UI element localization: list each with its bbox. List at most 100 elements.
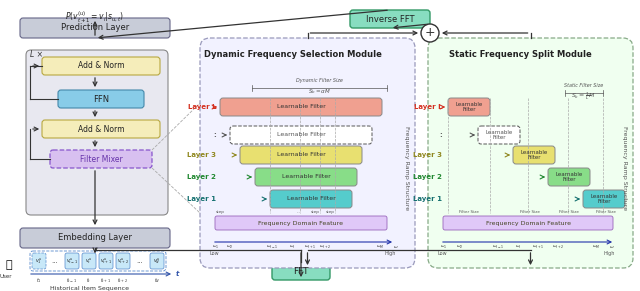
Text: $S_b = \alpha M$: $S_b = \alpha M$ — [308, 87, 331, 96]
FancyBboxPatch shape — [65, 253, 79, 269]
Text: step: step — [310, 210, 319, 214]
Text: ...: ... — [52, 258, 58, 264]
Text: $v_t^u$: $v_t^u$ — [86, 256, 93, 266]
Text: Inverse FFT: Inverse FFT — [365, 15, 414, 24]
Text: $t_1$: $t_1$ — [36, 276, 42, 285]
Text: Add & Norm: Add & Norm — [77, 125, 124, 134]
Text: :: : — [439, 132, 442, 138]
Text: Frequency Domain Feature: Frequency Domain Feature — [259, 221, 344, 226]
Text: Layer 3: Layer 3 — [187, 152, 216, 158]
FancyBboxPatch shape — [58, 90, 144, 108]
Text: Learnable
Filter: Learnable Filter — [556, 172, 582, 182]
Text: Filter Size: Filter Size — [559, 210, 579, 214]
Text: step: step — [326, 210, 335, 214]
Text: step: step — [216, 210, 225, 214]
Text: $v_{t+1}^u$: $v_{t+1}^u$ — [100, 256, 112, 266]
FancyBboxPatch shape — [513, 146, 555, 164]
Text: :: : — [213, 132, 216, 138]
Text: $\omega_i$: $\omega_i$ — [515, 244, 521, 251]
Text: Learnable
Filter: Learnable Filter — [456, 102, 483, 112]
Text: Low: Low — [437, 251, 447, 256]
Text: ...: ... — [136, 258, 143, 264]
FancyBboxPatch shape — [478, 126, 520, 144]
Text: Learnable
Filter: Learnable Filter — [485, 129, 513, 140]
Text: $t_N$: $t_N$ — [154, 276, 160, 285]
FancyBboxPatch shape — [42, 57, 160, 75]
Text: Dynamic Frequency Selection Module: Dynamic Frequency Selection Module — [204, 50, 381, 59]
Text: $\omega_{i-1}$: $\omega_{i-1}$ — [266, 244, 278, 251]
Text: $v_{t+2}^u$: $v_{t+2}^u$ — [117, 256, 129, 266]
Text: $\omega_i$: $\omega_i$ — [289, 244, 295, 251]
Circle shape — [421, 24, 439, 42]
Text: Learnable Filter: Learnable Filter — [282, 175, 330, 180]
Text: High: High — [384, 251, 396, 256]
Text: Layer 1: Layer 1 — [413, 196, 442, 202]
Text: FFN: FFN — [93, 95, 109, 104]
Text: Historical Item Sequence: Historical Item Sequence — [51, 286, 129, 291]
FancyBboxPatch shape — [350, 10, 430, 28]
FancyBboxPatch shape — [20, 18, 170, 38]
Text: $\omega_1$: $\omega_1$ — [440, 244, 447, 251]
FancyBboxPatch shape — [428, 38, 633, 268]
Text: $\omega_{i+1}$: $\omega_{i+1}$ — [532, 244, 544, 251]
FancyBboxPatch shape — [215, 216, 387, 230]
FancyBboxPatch shape — [82, 253, 96, 269]
Text: t: t — [176, 271, 179, 277]
Text: $S_k = \frac{1}{L}M$: $S_k = \frac{1}{L}M$ — [572, 90, 596, 102]
Text: $P(v_{t+1}^{(u)}=v_i|s_{u,t})$: $P(v_{t+1}^{(u)}=v_i|s_{u,t})$ — [65, 10, 125, 25]
Text: $\omega_2$: $\omega_2$ — [456, 244, 463, 251]
Text: $v_{t-1}^u$: $v_{t-1}^u$ — [66, 256, 78, 266]
FancyBboxPatch shape — [220, 98, 382, 116]
Text: $\omega$: $\omega$ — [609, 244, 615, 250]
FancyBboxPatch shape — [272, 262, 330, 280]
Text: +: + — [425, 26, 435, 40]
Text: Frequency Domain Feature: Frequency Domain Feature — [486, 221, 570, 226]
Text: $\omega_{i+2}$: $\omega_{i+2}$ — [319, 244, 331, 251]
FancyBboxPatch shape — [99, 253, 113, 269]
FancyBboxPatch shape — [583, 190, 625, 208]
Text: $v_N^u$: $v_N^u$ — [154, 256, 161, 266]
Text: $t_{t+1}$: $t_{t+1}$ — [100, 276, 111, 285]
Text: ...: ... — [296, 210, 300, 214]
Text: Learnable
Filter: Learnable Filter — [520, 150, 548, 160]
Text: $\omega_M$: $\omega_M$ — [376, 244, 384, 251]
Text: $\omega_1$: $\omega_1$ — [212, 244, 220, 251]
Text: Layer L: Layer L — [413, 104, 442, 110]
FancyBboxPatch shape — [50, 150, 152, 168]
Text: $v_1^u$: $v_1^u$ — [35, 256, 42, 266]
Text: Dynamic Filter Size: Dynamic Filter Size — [296, 78, 343, 83]
Text: L ×: L × — [30, 50, 43, 59]
Text: Frequency Ramp Structure: Frequency Ramp Structure — [623, 126, 627, 210]
FancyBboxPatch shape — [20, 228, 170, 248]
FancyBboxPatch shape — [240, 146, 362, 164]
Text: High: High — [604, 251, 614, 256]
Text: Add & Norm: Add & Norm — [77, 61, 124, 70]
Text: $\omega_{i+2}$: $\omega_{i+2}$ — [552, 244, 564, 251]
Text: Layer 2: Layer 2 — [187, 174, 216, 180]
Text: $\omega_M$: $\omega_M$ — [592, 244, 600, 251]
Text: Learnable Filter: Learnable Filter — [287, 196, 335, 201]
Text: 👤: 👤 — [5, 260, 12, 270]
Text: Layer 1: Layer 1 — [187, 196, 216, 202]
Text: Layer 2: Layer 2 — [413, 174, 442, 180]
FancyBboxPatch shape — [255, 168, 357, 186]
Text: Learnable
Filter: Learnable Filter — [590, 194, 618, 204]
Text: Filter Mixer: Filter Mixer — [79, 155, 122, 164]
FancyBboxPatch shape — [200, 38, 415, 268]
Text: Filter Size: Filter Size — [520, 210, 540, 214]
Text: FFT: FFT — [293, 267, 308, 276]
Text: Filter Size: Filter Size — [459, 210, 479, 214]
Text: Prediction Layer: Prediction Layer — [61, 24, 129, 33]
Text: Static Filter Size: Static Filter Size — [564, 83, 604, 88]
Text: Low: Low — [209, 251, 219, 256]
Text: Frequency Ramp Structure: Frequency Ramp Structure — [404, 126, 410, 210]
Text: $\omega_2$: $\omega_2$ — [227, 244, 234, 251]
Text: Learnable Filter: Learnable Filter — [276, 132, 325, 138]
Text: User: User — [0, 274, 12, 279]
Text: $\omega$: $\omega$ — [393, 244, 399, 250]
Text: Layer 3: Layer 3 — [413, 152, 442, 158]
Text: Filter Size: Filter Size — [596, 210, 616, 214]
Text: $t_{t+2}$: $t_{t+2}$ — [117, 276, 129, 285]
FancyBboxPatch shape — [26, 50, 168, 215]
FancyBboxPatch shape — [150, 253, 164, 269]
